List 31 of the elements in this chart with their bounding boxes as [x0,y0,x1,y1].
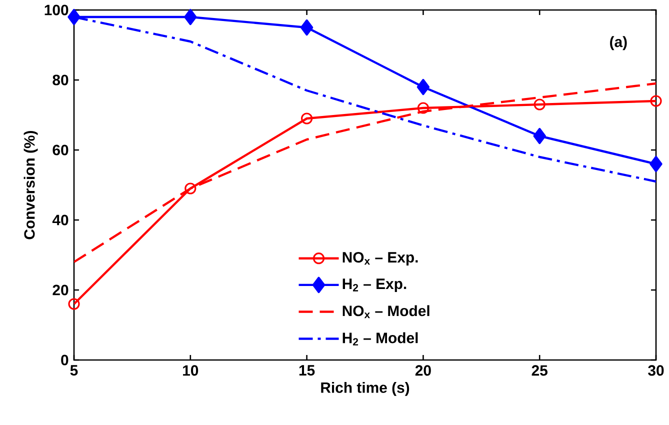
point [301,112,313,124]
point [650,95,662,107]
annotation: (a) [610,36,627,50]
y-tick-label: 60 [52,144,68,156]
x-tick-label: 30 [648,365,664,376]
y-tick-label: 40 [52,214,68,226]
y-tick-label: 80 [52,74,68,86]
point [300,19,314,36]
point [417,102,430,114]
x-tick-label: 20 [415,365,431,376]
x-axis-title: Rich time (s) [321,382,410,396]
x-tick-label: 5 [70,365,78,376]
point [68,298,80,310]
x-tick-label: 15 [299,365,315,376]
point [68,8,80,26]
y-tick-label: 100 [44,4,68,16]
legend-label: NO$_{x}$ – Exp. [342,252,418,266]
x-tick-label: 25 [532,365,548,376]
point [184,182,196,194]
point [534,98,546,110]
point [184,8,197,26]
point [533,128,546,144]
point [416,78,430,96]
legend-label: NO$_{x}$ – Model [342,305,430,318]
legend-label: H$_{2}$ – Model [342,332,418,346]
x-tick-label: 10 [183,365,198,376]
y-tick-label: 20 [52,284,68,296]
point [650,156,662,172]
legend-label: H$_{2}$ – Exp. [342,278,406,292]
y-tick-label: 0 [61,354,68,366]
y-axis-title: Conversion (%) [24,130,38,240]
